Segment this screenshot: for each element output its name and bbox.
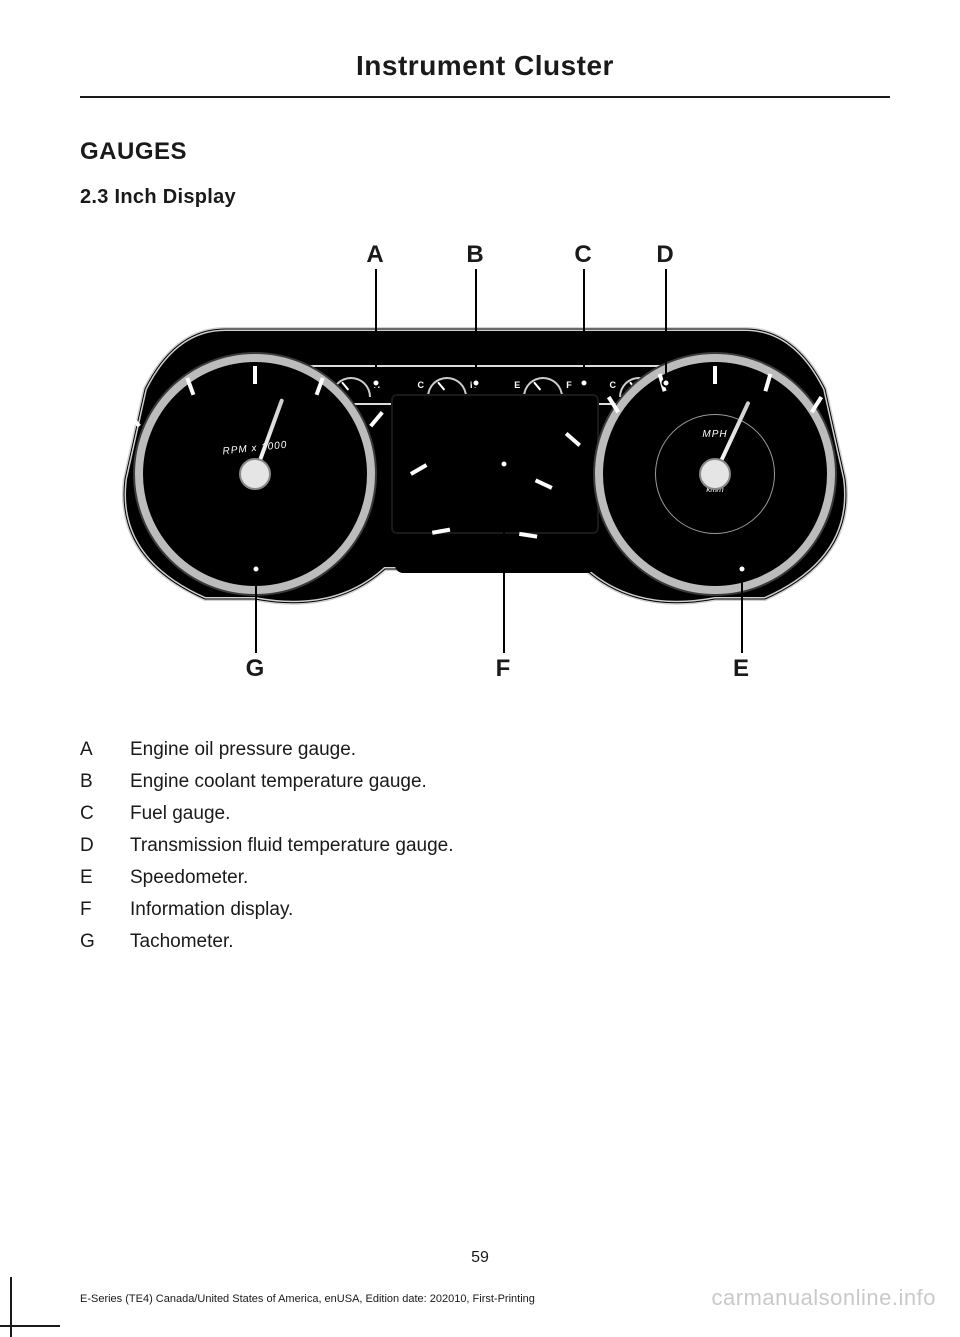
gauge-tick [60,593,78,600]
legend-text: Fuel gauge. [130,803,890,825]
legend-list: AEngine oil pressure gauge.BEngine coola… [80,739,890,953]
legend-letter: A [80,739,130,761]
legend-text: Speedometer. [130,867,890,889]
footer-edition-text: E-Series (TE4) Canada/United States of A… [80,1293,535,1305]
callout-leader [583,269,585,381]
gauge-tick [893,586,911,592]
legend-letter: C [80,803,130,825]
callout-label-B: B [463,241,487,269]
gauge-tick [713,366,717,384]
gauge-tick [810,396,823,413]
subsection-title: 2.3 Inch Display [80,186,890,209]
watermark-text: carmanualsonline.info [711,1285,936,1311]
callout-dot [662,379,671,388]
legend-text: Tachometer. [130,931,890,953]
callout-label-F: F [491,655,515,683]
legend-text: Transmission fluid temperature gauge. [130,835,890,857]
legend-letter: F [80,899,130,921]
legend-letter: E [80,867,130,889]
callout-dot [500,460,509,469]
gauge-tick [185,377,195,395]
instrument-cluster-figure: LHCHEFCH RPM x 1000 MPH km/h ABCDGFE [105,239,865,699]
callout-leader [375,269,377,381]
gauge-tick [562,678,578,693]
legend-text: Engine coolant temperature gauge. [130,771,890,793]
page-title: Instrument Cluster [80,50,890,82]
crop-mark [10,1277,12,1337]
tachometer-hub [239,458,271,490]
callout-leader [255,573,257,653]
mini-gauge-right-label: F [566,380,572,390]
legend-text: Engine oil pressure gauge. [130,739,890,761]
page: Instrument Cluster GAUGES 2.3 Inch Displ… [0,0,960,1337]
legend-row: BEngine coolant temperature gauge. [80,771,890,793]
header-rule [80,96,890,98]
legend-row: GTachometer. [80,931,890,953]
gauge-tick [607,396,620,413]
gauge-tick [83,652,101,664]
tachometer-gauge: RPM x 1000 [135,354,375,594]
crop-mark [0,1325,60,1327]
callout-dot [580,379,589,388]
speedometer-hub [699,458,731,490]
speedometer-gauge: MPH km/h [595,354,835,594]
gauge-tick [879,635,897,646]
callout-label-E: E [729,655,753,683]
mini-gauge-left-label: E [514,380,520,390]
gauge-tick [763,373,772,391]
mini-gauge-left-label: C [418,380,425,390]
speedometer-mph-label: MPH [702,429,727,440]
section-title: GAUGES [80,138,890,166]
callout-dot [372,379,381,388]
callout-label-C: C [571,241,595,269]
gauge-tick [852,678,868,693]
legend-row: DTransmission fluid temperature gauge. [80,835,890,857]
legend-text: Information display. [130,899,890,921]
callout-label-D: D [653,241,677,269]
callout-label-A: A [363,241,387,269]
gauge-tick [60,528,78,535]
callout-dot [472,379,481,388]
legend-letter: D [80,835,130,857]
legend-row: AEngine oil pressure gauge. [80,739,890,761]
callout-dot [738,565,747,574]
gauge-tick [877,479,895,490]
callout-leader [475,269,477,381]
legend-letter: B [80,771,130,793]
legend-letter: G [80,931,130,953]
callout-leader [665,269,667,381]
legend-row: ESpeedometer. [80,867,890,889]
gauge-tick [893,532,911,539]
gauge-tick [533,635,551,646]
gauge-tick [410,652,428,664]
page-number: 59 [0,1249,960,1267]
gauge-tick [315,377,325,395]
callout-dot [252,565,261,574]
callout-leader [741,573,743,653]
gauge-tick [83,463,101,475]
gauge-tick [253,366,257,384]
lower-trim-bar [395,549,595,573]
callout-leader [503,468,505,653]
legend-row: CFuel gauge. [80,803,890,825]
legend-row: FInformation display. [80,899,890,921]
callout-label-G: G [243,655,267,683]
